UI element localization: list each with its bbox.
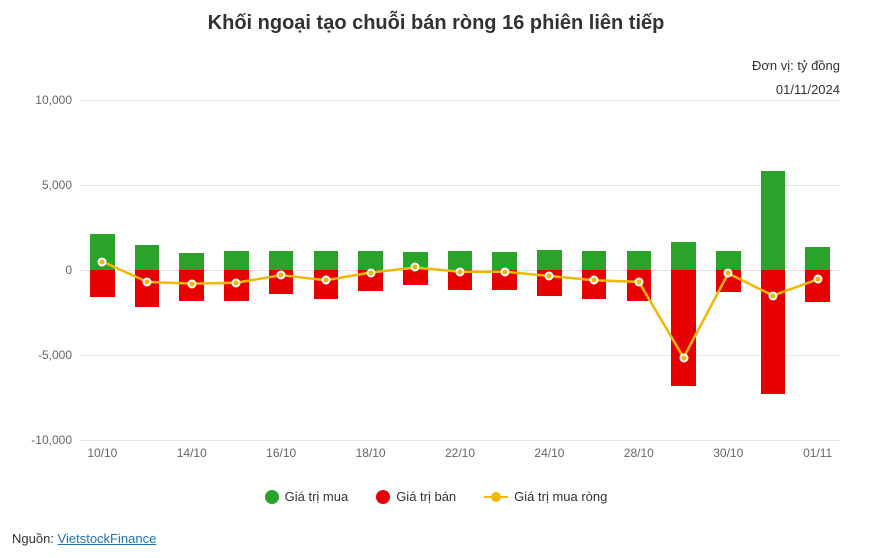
y-tick-label: 0 [65,263,80,277]
x-tick-label: 10/10 [87,440,117,460]
net-marker [545,271,554,280]
net-marker [813,275,822,284]
y-tick-label: 10,000 [35,93,80,107]
net-marker [724,269,733,278]
legend: Giá trị mua Giá trị bán Giá trị mua ròng [0,489,872,504]
chart-container: Khối ngoại tạo chuỗi bán ròng 16 phiên l… [0,0,872,558]
x-tick-label: 14/10 [177,440,207,460]
plot-area: -10,000-5,00005,00010,00010/1014/1016/10… [80,100,840,440]
net-marker [277,271,286,280]
x-tick-label: 28/10 [624,440,654,460]
x-tick-label: 16/10 [266,440,296,460]
y-tick-label: 5,000 [42,178,80,192]
net-marker [232,278,241,287]
source-link[interactable]: VietstockFinance [58,531,157,546]
legend-item-buy: Giá trị mua [265,489,349,504]
net-marker [366,268,375,277]
net-marker [634,277,643,286]
legend-swatch-buy [265,490,279,504]
x-tick-label: 18/10 [356,440,386,460]
x-tick-label: 22/10 [445,440,475,460]
legend-label-net: Giá trị mua ròng [514,489,607,504]
net-marker [98,257,107,266]
x-tick-label: 30/10 [713,440,743,460]
series-date-label: 01/11/2024 [776,82,840,97]
net-marker [768,291,777,300]
chart-title: Khối ngoại tạo chuỗi bán ròng 16 phiên l… [0,0,872,35]
legend-label-sell: Giá trị bán [396,489,456,504]
unit-label: Đơn vị: tỷ đồng [752,58,840,73]
legend-label-buy: Giá trị mua [285,489,349,504]
source-attribution: Nguồn: VietstockFinance [12,531,156,546]
x-tick-label: 24/10 [534,440,564,460]
legend-swatch-net [484,490,508,504]
net-marker [590,276,599,285]
x-tick-label: 01/11 [803,440,832,460]
net-marker [411,263,420,272]
source-prefix: Nguồn: [12,531,58,546]
net-marker [321,276,330,285]
net-marker [456,267,465,276]
y-tick-label: -5,000 [38,348,80,362]
legend-item-net: Giá trị mua ròng [484,489,607,504]
legend-item-sell: Giá trị bán [376,489,456,504]
net-marker [500,267,509,276]
legend-swatch-sell [376,490,390,504]
net-marker [679,353,688,362]
net-marker [143,277,152,286]
y-tick-label: -10,000 [31,433,80,447]
net-marker [187,279,196,288]
